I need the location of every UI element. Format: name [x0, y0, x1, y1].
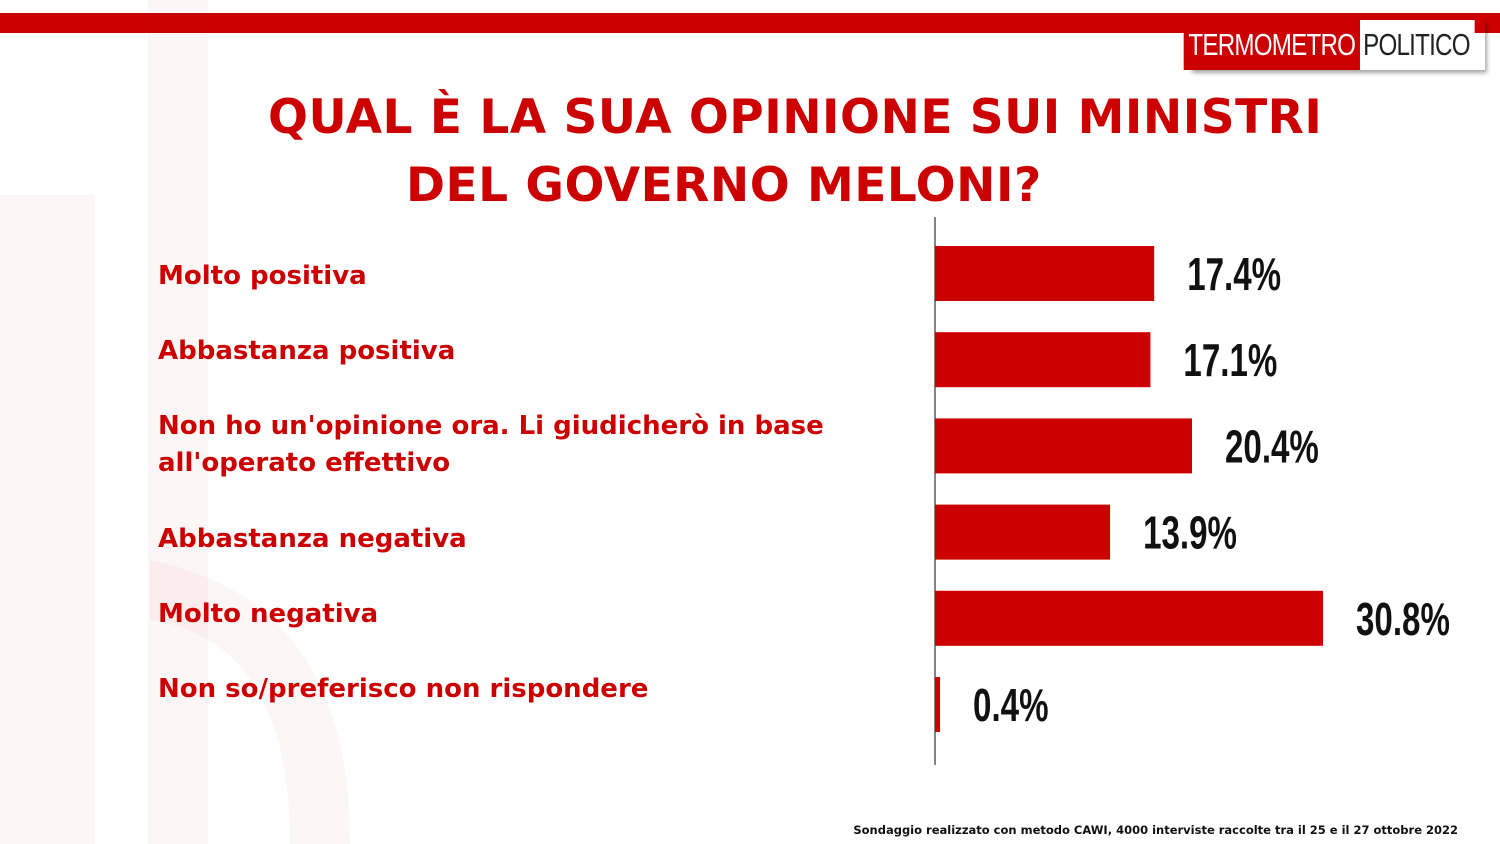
category-label-abbastanza-negativa: Abbastanza negativa: [158, 524, 467, 554]
category-label-molto-negativa: Molto negativa: [158, 599, 379, 629]
survey-methodology-footnote: Sondaggio realizzato con metodo CAWI, 40…: [853, 823, 1458, 837]
value-label-4: 30.8%: [1356, 595, 1450, 645]
value-label-5: 0.4%: [973, 681, 1048, 731]
value-label-0: 17.4%: [1187, 250, 1281, 300]
bar-0: [935, 246, 1155, 301]
category-label-non-so: Non so/preferisco non rispondere: [158, 674, 649, 704]
top-accent-bar: [0, 13, 1500, 33]
bar-2: [935, 418, 1192, 474]
chart-title-line-1: QUAL È LA SUA OPINIONE SUI MINISTRI: [268, 90, 1323, 145]
category-label-nessuna-opinione: Non ho un'opinione ora. Li giudicherò in…: [158, 411, 824, 478]
bar-3: [935, 504, 1111, 560]
chart-title-line-2: DEL GOVERNO MELONI?: [406, 158, 1042, 213]
bar-4: [935, 590, 1323, 646]
value-label-2: 20.4%: [1225, 422, 1319, 472]
category-label-molto-positiva: Molto positiva: [158, 261, 367, 291]
category-label-abbastanza-positiva: Abbastanza positiva: [158, 336, 456, 366]
value-label-1: 17.1%: [1183, 336, 1277, 386]
termometro-politico-logo[interactable]: TERMOMETRO POLITICO: [1183, 20, 1485, 70]
logo-part-termometro: TERMOMETRO: [1183, 20, 1360, 70]
logo-part-politico: POLITICO: [1359, 20, 1475, 70]
bar-5: [935, 677, 941, 732]
bar-1: [935, 332, 1151, 388]
value-label-3: 13.9%: [1143, 508, 1237, 558]
